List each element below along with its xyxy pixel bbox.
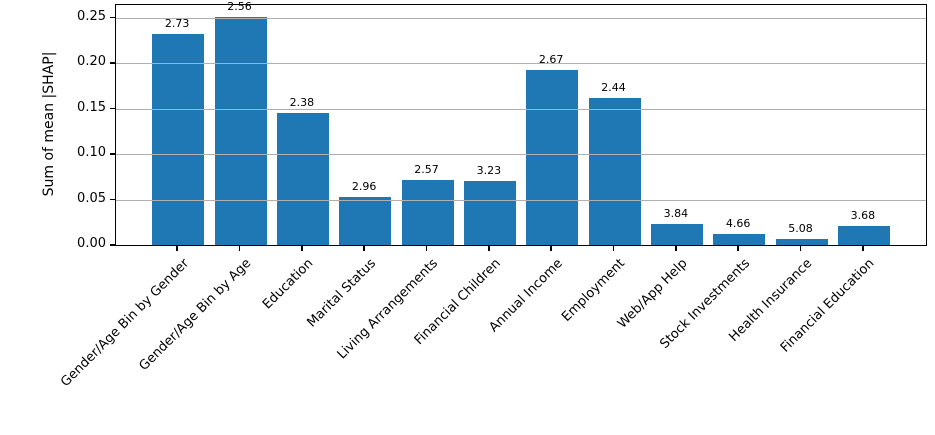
x-tick-label: Gender/Age Bin by Age [136,256,255,374]
x-tick-label: Gender/Age Bin by Gender [57,256,192,390]
bar [837,226,890,245]
bar-value-label: 2.67 [538,53,564,66]
x-tick-mark [363,246,365,251]
gridline [116,63,926,65]
bar-value-label: 5.08 [788,222,813,235]
x-tick-mark [862,246,864,251]
bar [526,70,579,245]
y-tick-label: 0.10 [77,145,106,161]
bar [401,180,454,245]
x-tick-label: Education [260,256,317,313]
bar-value-label: 2.73 [164,17,190,30]
bar-value-label: 3.84 [663,207,689,220]
bar [214,17,267,245]
x-tick-mark [550,246,552,251]
bar-value-label: 2.96 [351,180,377,193]
y-tick-mark [110,62,115,64]
bar-value-label: 2.44 [601,81,626,94]
bar [775,239,828,245]
bar [463,181,516,245]
gridline [116,108,926,110]
x-tick-mark [612,246,615,251]
bar-value-label: 3.68 [850,209,876,222]
gridline [116,17,926,19]
y-tick-mark [110,107,115,110]
bar-value-label: 2.38 [289,96,315,109]
plot-area [115,4,927,246]
y-tick-mark [110,16,115,19]
x-tick-mark [488,246,490,251]
bar [152,34,205,245]
y-tick-mark [110,244,115,246]
bar-value-label: 2.56 [227,0,252,13]
bar-value-label: 3.23 [476,164,502,177]
bar [713,234,766,245]
y-tick-mark [110,198,115,201]
y-tick-label: 0.25 [77,8,106,24]
gridline [116,154,926,156]
y-axis-label: Sum of mean |SHAP| [41,51,57,197]
bar [650,224,703,245]
x-tick-label: Employment [559,256,629,325]
bar [339,197,392,245]
bar [588,98,641,245]
x-tick-mark [799,246,802,251]
x-tick-mark [301,246,303,251]
bar-value-label: 2.57 [414,163,439,176]
x-tick-mark [176,246,178,251]
x-tick-mark [675,246,677,251]
gridline [116,199,926,201]
bar-value-label: 4.66 [725,217,751,230]
y-tick-label: 0.00 [77,236,106,251]
x-tick-mark [238,246,241,251]
y-tick-mark [110,153,115,155]
x-tick-mark [425,246,428,251]
x-tick-mark [737,246,739,251]
bar [276,113,329,245]
y-tick-label: 0.15 [77,99,106,115]
y-tick-label: 0.20 [77,54,106,70]
y-tick-label: 0.05 [77,190,106,206]
